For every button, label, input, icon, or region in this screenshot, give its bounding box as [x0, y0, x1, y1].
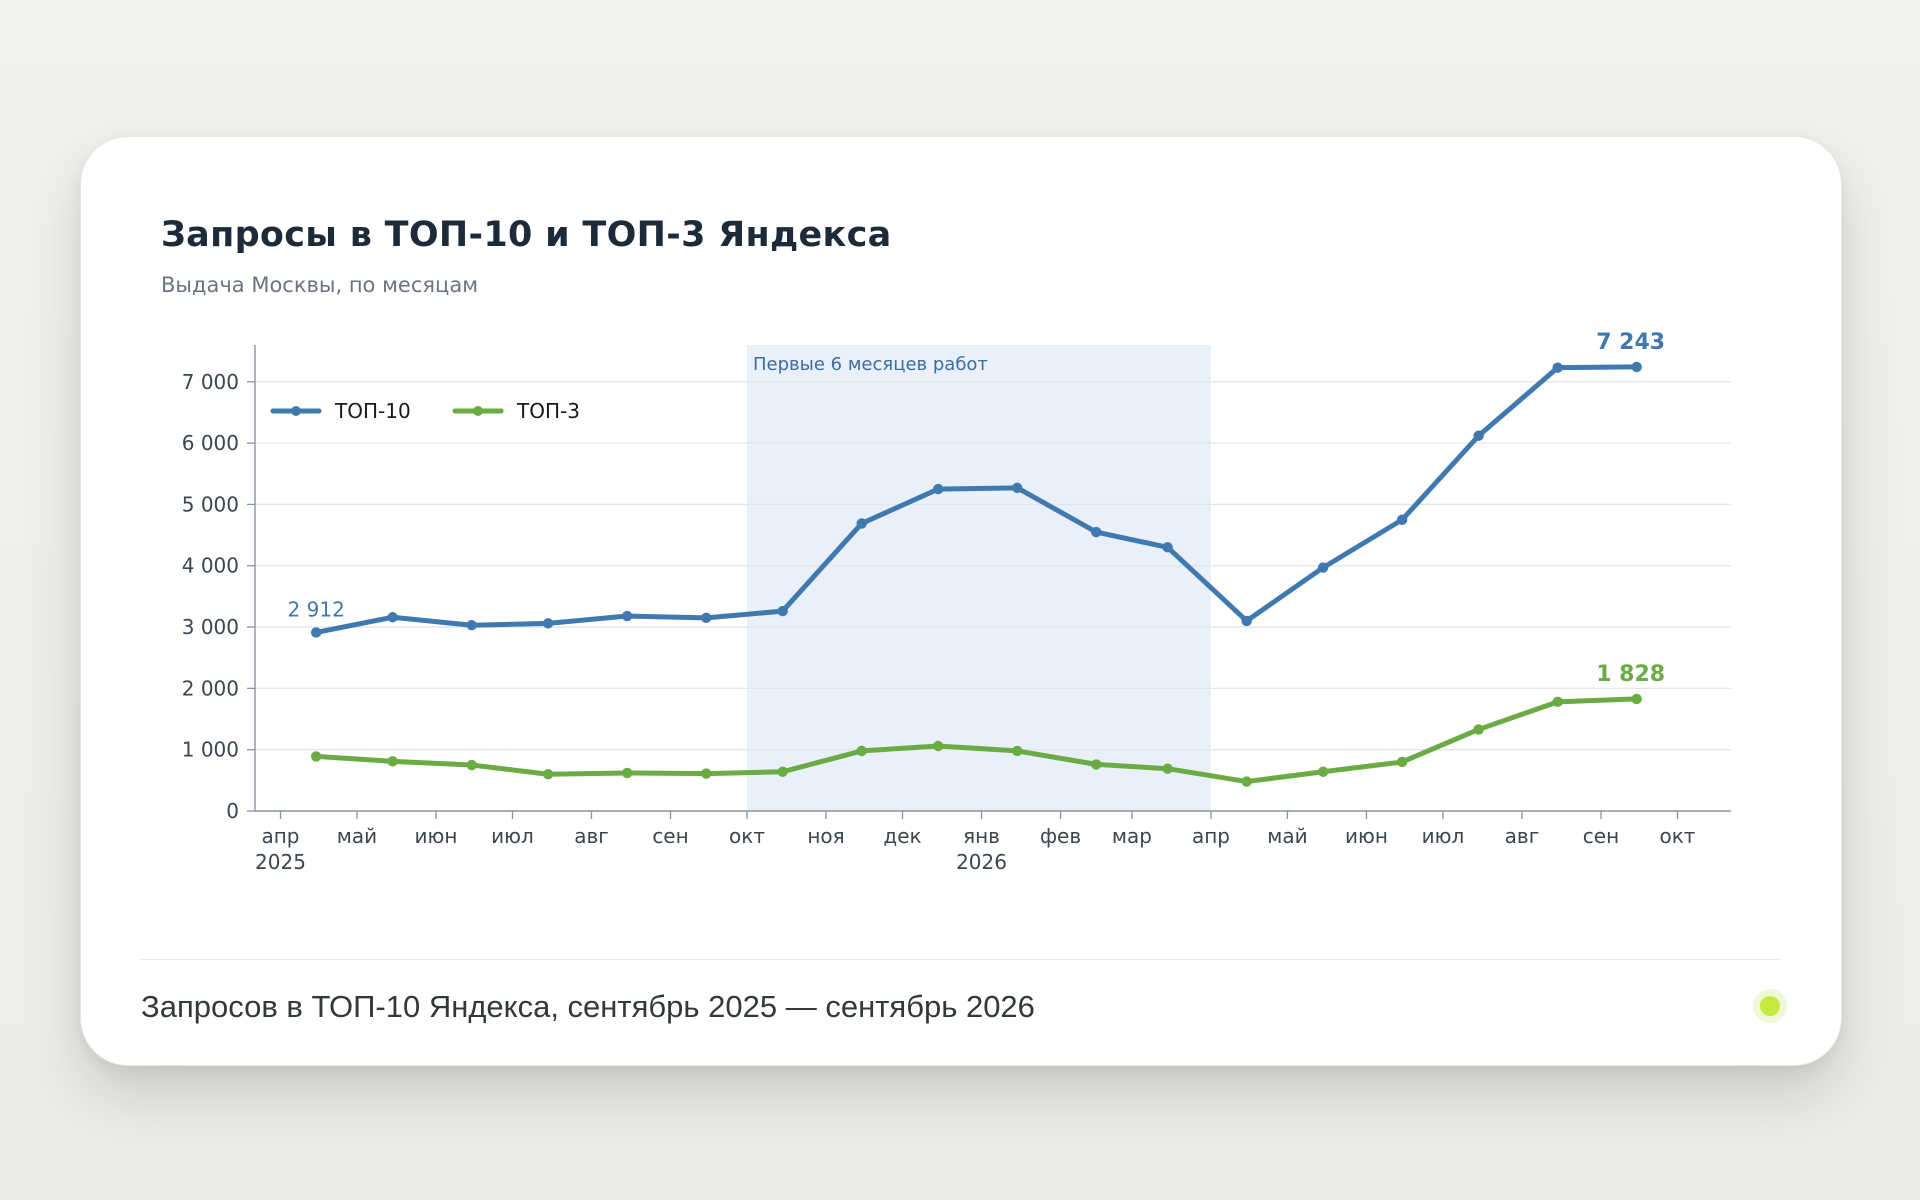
legend-marker	[473, 406, 483, 416]
data-point	[932, 740, 944, 752]
data-point	[387, 612, 398, 623]
data-point	[387, 756, 398, 767]
x-tick-label: апр	[261, 824, 299, 848]
y-tick-label: 4 000	[182, 554, 239, 578]
data-point	[1631, 361, 1642, 373]
y-tick-label: 5 000	[182, 492, 239, 516]
x-tick-year-label: 2026	[956, 850, 1007, 874]
data-point	[1396, 756, 1408, 768]
data-point	[777, 766, 788, 777]
x-tick-label: май	[1267, 824, 1307, 848]
legend-label: ТОП-10	[334, 399, 411, 423]
data-point	[1012, 482, 1023, 494]
x-tick-label: фев	[1040, 824, 1081, 848]
footer-caption: Запросов в ТОП-10 Яндекса, сентябрь 2025…	[141, 989, 1035, 1024]
x-tick-label: сен	[652, 824, 688, 848]
y-tick-label: 2 000	[182, 676, 239, 700]
data-point	[1091, 759, 1102, 770]
x-tick-label: апр	[1192, 824, 1230, 848]
legend-marker	[291, 406, 301, 416]
end-value-label-top10: 7 243	[1596, 330, 1665, 355]
x-tick-label: июл	[491, 824, 534, 848]
x-tick-label: авг	[574, 824, 609, 848]
x-tick-label: ноя	[807, 824, 844, 848]
data-point	[621, 767, 633, 779]
data-point	[1162, 542, 1173, 553]
start-value-label: 2 912	[288, 597, 345, 621]
highlight-band	[747, 345, 1211, 811]
series-line-top10	[313, 364, 1640, 635]
status-indicator	[1753, 989, 1787, 1023]
x-tick-label: окт	[1659, 824, 1695, 848]
data-point	[701, 612, 712, 624]
end-value-label-top3: 1 828	[1596, 662, 1665, 687]
x-tick-label: мар	[1112, 824, 1152, 848]
legend-label: ТОП-3	[516, 399, 580, 423]
x-tick-label: окт	[729, 824, 765, 848]
data-point	[1396, 514, 1408, 525]
highlight-label: Первые 6 месяцев работ	[753, 354, 988, 375]
data-point	[310, 627, 322, 638]
data-point	[1473, 724, 1484, 735]
data-point	[1631, 693, 1642, 705]
data-point	[856, 518, 867, 529]
data-point	[1241, 615, 1252, 627]
x-tick-label: май	[337, 824, 377, 848]
chart-subtitle: Выдача Москвы, по месяцам	[161, 273, 479, 297]
data-point	[310, 751, 322, 762]
data-point	[466, 759, 477, 771]
x-tick-year-label: 2025	[255, 850, 306, 874]
data-point	[1552, 362, 1563, 373]
x-tick-label: янв	[963, 824, 1000, 848]
data-point	[777, 605, 788, 617]
y-tick-label: 0	[226, 799, 239, 823]
data-point	[621, 610, 633, 622]
data-point	[1317, 562, 1329, 573]
y-tick-label: 6 000	[182, 431, 239, 455]
y-tick-label: 1 000	[182, 738, 239, 762]
data-point	[1162, 763, 1173, 774]
chart-card: Запросы в ТОП-10 и ТОП-3 Яндекса Выдача …	[80, 136, 1842, 1066]
series-line-top3	[313, 696, 1640, 785]
data-point	[1473, 430, 1484, 441]
line-chart: Первые 6 месяцев работ 0 1 000 2 000 3 000 4 …	[182, 330, 1731, 874]
data-point	[542, 769, 554, 780]
data-point	[542, 618, 554, 629]
chart-title: Запросы в ТОП-10 и ТОП-3 Яндекса	[161, 215, 892, 255]
footer-divider	[141, 959, 1781, 960]
data-point	[1091, 526, 1102, 538]
data-point	[701, 768, 712, 779]
x-tick-label: июл	[1422, 824, 1465, 848]
x-tick-label: сен	[1583, 824, 1619, 848]
data-point	[1012, 745, 1023, 757]
data-point	[1552, 696, 1563, 708]
x-tick-label: дек	[883, 824, 921, 848]
y-tick-label: 3 000	[182, 615, 239, 639]
data-point	[1317, 766, 1329, 777]
x-tick-label: июн	[1345, 824, 1388, 848]
x-tick-label: июн	[415, 824, 458, 848]
data-point	[1241, 776, 1252, 787]
x-tick-label: авг	[1505, 824, 1540, 848]
y-tick-label: 7 000	[182, 370, 239, 394]
data-point	[856, 745, 867, 757]
status-dot-icon	[1760, 996, 1780, 1016]
data-point	[932, 483, 944, 495]
data-point	[466, 620, 477, 631]
